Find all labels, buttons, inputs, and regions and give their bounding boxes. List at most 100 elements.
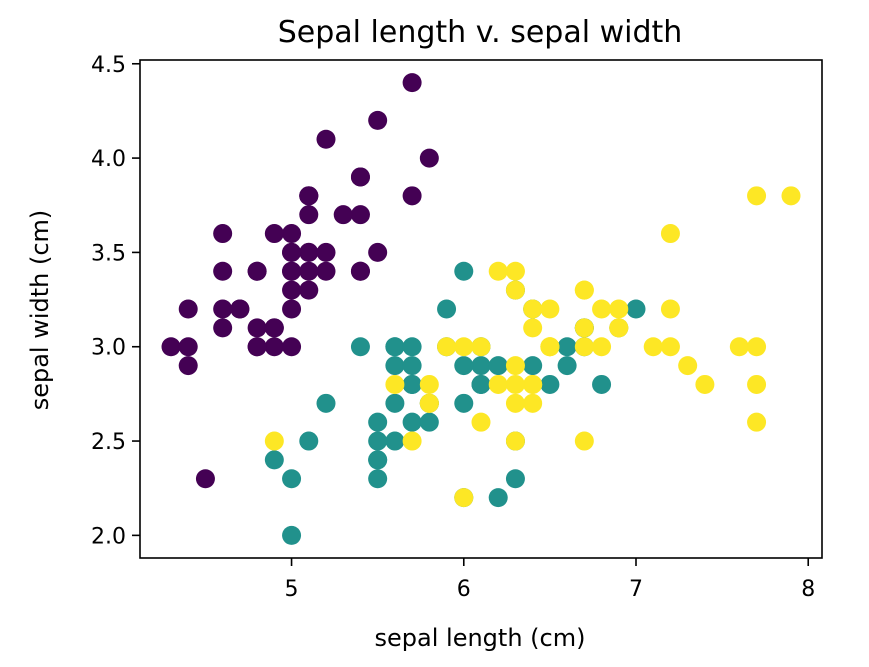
data-point <box>523 356 543 376</box>
data-point <box>488 488 508 508</box>
data-point <box>419 412 439 432</box>
data-point <box>247 261 267 281</box>
data-point <box>299 205 319 225</box>
data-point <box>385 431 405 451</box>
data-point <box>626 299 646 319</box>
data-point <box>574 431 594 451</box>
data-point <box>729 337 749 357</box>
data-point <box>178 299 198 319</box>
data-point <box>333 205 353 225</box>
data-point <box>419 393 439 413</box>
data-point <box>282 261 302 281</box>
data-point <box>402 412 422 432</box>
data-point <box>523 299 543 319</box>
data-point <box>505 280 525 300</box>
data-point <box>316 242 336 262</box>
data-point <box>178 337 198 357</box>
data-point <box>299 261 319 281</box>
data-point <box>643 337 663 357</box>
data-point <box>402 337 422 357</box>
data-point <box>523 318 543 338</box>
y-tick-label: 3.5 <box>91 241 126 266</box>
data-point <box>368 110 388 130</box>
data-point <box>264 431 284 451</box>
data-point <box>471 374 491 394</box>
data-point <box>488 356 508 376</box>
data-point <box>350 261 370 281</box>
data-point <box>557 356 577 376</box>
data-point <box>402 186 422 206</box>
data-point <box>540 299 560 319</box>
data-point <box>454 261 474 281</box>
data-point <box>402 356 422 376</box>
y-axis-label: sepal width (cm) <box>26 210 54 411</box>
y-tick-label: 4.0 <box>91 147 126 172</box>
data-point <box>505 374 525 394</box>
data-point <box>592 299 612 319</box>
data-point <box>385 337 405 357</box>
y-tick-label: 3.0 <box>91 336 126 361</box>
data-point <box>385 356 405 376</box>
data-point <box>213 299 233 319</box>
data-point <box>195 469 215 489</box>
data-point <box>385 393 405 413</box>
data-point <box>505 261 525 281</box>
data-point <box>540 374 560 394</box>
data-point <box>747 337 767 357</box>
data-point <box>316 129 336 149</box>
x-tick-label: 7 <box>629 577 643 602</box>
data-point <box>609 299 629 319</box>
points-layer <box>161 73 801 545</box>
data-point <box>437 337 457 357</box>
data-point <box>402 73 422 93</box>
data-point <box>574 337 594 357</box>
data-point <box>299 242 319 262</box>
data-point <box>247 337 267 357</box>
data-point <box>747 412 767 432</box>
data-point <box>695 374 715 394</box>
data-point <box>488 374 508 394</box>
data-point <box>471 356 491 376</box>
data-point <box>419 148 439 168</box>
data-point <box>368 431 388 451</box>
data-point <box>454 337 474 357</box>
data-point <box>471 337 491 357</box>
data-point <box>540 337 560 357</box>
data-point <box>678 356 698 376</box>
data-point <box>385 374 405 394</box>
data-point <box>781 186 801 206</box>
data-point <box>471 412 491 432</box>
data-point <box>592 337 612 357</box>
data-point <box>557 337 577 357</box>
x-tick-label: 6 <box>457 577 471 602</box>
data-point <box>282 299 302 319</box>
data-point <box>178 356 198 376</box>
data-point <box>264 450 284 470</box>
data-point <box>454 356 474 376</box>
data-point <box>161 337 181 357</box>
data-point <box>213 261 233 281</box>
data-point <box>609 318 629 338</box>
data-point <box>523 393 543 413</box>
data-point <box>523 374 543 394</box>
data-point <box>505 356 525 376</box>
x-tick-label: 5 <box>285 577 299 602</box>
data-point <box>282 242 302 262</box>
data-point <box>437 299 457 319</box>
data-point <box>282 280 302 300</box>
data-point <box>660 224 680 244</box>
chart-title: Sepal length v. sepal width <box>278 15 683 50</box>
data-point <box>299 186 319 206</box>
data-point <box>282 337 302 357</box>
data-point <box>350 337 370 357</box>
y-tick-label: 2.5 <box>91 430 126 455</box>
data-point <box>230 299 250 319</box>
data-point <box>264 224 284 244</box>
data-point <box>299 431 319 451</box>
data-point <box>574 280 594 300</box>
data-point <box>368 412 388 432</box>
ticks-layer: 5 6 7 8 2.0 2.5 3.0 3.5 4.0 4.5 <box>91 53 815 602</box>
x-axis-label: sepal length (cm) <box>375 624 586 652</box>
data-point <box>213 224 233 244</box>
